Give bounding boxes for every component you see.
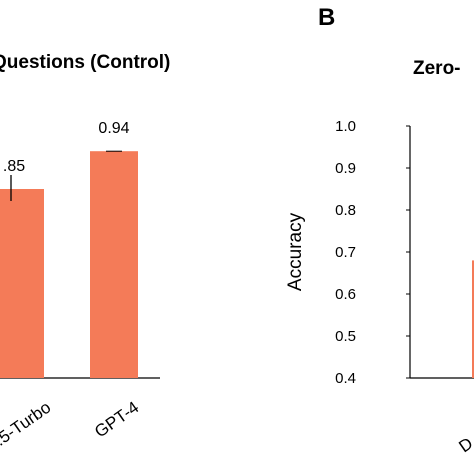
y-tick-label: 0.8	[335, 202, 356, 219]
bar	[90, 151, 138, 378]
data-label: 0.94	[98, 120, 129, 137]
y-tick-label: 0.7	[335, 244, 356, 261]
panel-b-letter: B	[318, 4, 335, 31]
y-tick-label: 0.4	[335, 370, 356, 387]
bar	[0, 189, 44, 378]
y-axis-label: Accuracy	[285, 212, 306, 291]
panel-a: Questions (Control) .85 0.94 -3.5-Turbo G…	[0, 52, 170, 458]
x-tick-label: GPT-4	[91, 398, 142, 442]
panel-b: B Zero- Accuracy 0.4 0.5 0.6 0.7 0.8 0.9 1.0 D	[285, 4, 474, 456]
y-tick-label: 1.0	[335, 118, 356, 135]
y-tick-label: 0.5	[335, 328, 356, 345]
x-tick-label: D	[455, 434, 474, 457]
x-tick-label: -3.5-Turbo	[0, 398, 54, 459]
panel-b-title: Zero-	[413, 58, 461, 79]
bar	[472, 260, 474, 378]
y-tick-label: 0.6	[335, 286, 356, 303]
data-label: .85	[3, 158, 25, 175]
y-tick-label: 0.9	[335, 160, 356, 177]
panel-a-title: Questions (Control)	[0, 52, 170, 73]
